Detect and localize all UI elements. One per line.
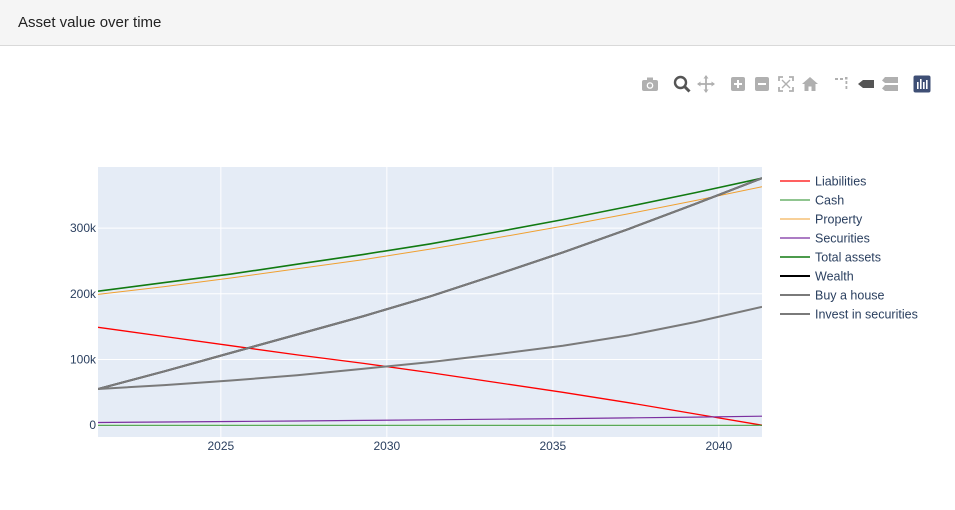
series-line-buy-a-house[interactable] <box>98 177 762 390</box>
x-tick-label: 2025 <box>207 439 234 453</box>
legend-item-wealth[interactable]: Wealth <box>780 270 854 284</box>
legend[interactable]: Liabilities Cash Property Securities Total a… <box>780 175 918 322</box>
legend-label: Buy a house <box>815 289 885 303</box>
legend-item-invest-in-securities[interactable]: Invest in securities <box>780 308 918 322</box>
series-lines <box>98 177 762 426</box>
autoscale-icon[interactable] <box>776 74 796 94</box>
camera-icon[interactable] <box>640 74 660 94</box>
chart-modebar <box>0 74 955 96</box>
plotly-logo-icon[interactable] <box>912 74 932 94</box>
legend-item-total-assets[interactable]: Total assets <box>780 251 881 265</box>
series-line-securities[interactable] <box>98 415 762 424</box>
page-title: Asset value over time <box>18 14 162 31</box>
legend-label: Invest in securities <box>815 308 918 322</box>
series-line-invest-in-securities[interactable] <box>98 305 762 390</box>
legend-item-liabilities[interactable]: Liabilities <box>780 175 866 189</box>
series-line-total-assets[interactable] <box>98 177 762 292</box>
legend-label: Property <box>815 213 863 227</box>
legend-item-property[interactable]: Property <box>780 213 863 227</box>
legend-label: Liabilities <box>815 175 866 189</box>
pan-icon[interactable] <box>696 74 716 94</box>
legend-item-securities[interactable]: Securities <box>780 232 870 246</box>
x-tick-label: 2040 <box>705 439 732 453</box>
zoom-icon[interactable] <box>672 74 692 94</box>
zoom-in-icon[interactable] <box>728 74 748 94</box>
series-line-property[interactable] <box>98 186 762 295</box>
zoom-out-icon[interactable] <box>752 74 772 94</box>
legend-label: Wealth <box>815 270 854 284</box>
series-line-liabilities[interactable] <box>98 326 762 426</box>
hover-closest-icon[interactable] <box>856 74 876 94</box>
y-tick-label: 0 <box>89 418 96 432</box>
plot-area <box>98 167 762 437</box>
legend-label: Cash <box>815 194 844 208</box>
y-tick-label: 200k <box>70 287 97 301</box>
spike-lines-icon[interactable] <box>832 74 852 94</box>
legend-label: Securities <box>815 232 870 246</box>
y-tick-label: 100k <box>70 352 97 366</box>
legend-item-buy-a-house[interactable]: Buy a house <box>780 289 885 303</box>
hover-compare-icon[interactable] <box>880 74 900 94</box>
page-header: Asset value over time <box>0 0 955 46</box>
legend-label: Total assets <box>815 251 881 265</box>
axis-ticks: 0 100k 200k 300k 2025 2030 2035 2040 <box>70 221 733 453</box>
legend-item-cash[interactable]: Cash <box>780 194 844 208</box>
x-tick-label: 2030 <box>373 439 400 453</box>
y-tick-label: 300k <box>70 221 97 235</box>
x-tick-label: 2035 <box>539 439 566 453</box>
reset-axes-icon[interactable] <box>800 74 820 94</box>
